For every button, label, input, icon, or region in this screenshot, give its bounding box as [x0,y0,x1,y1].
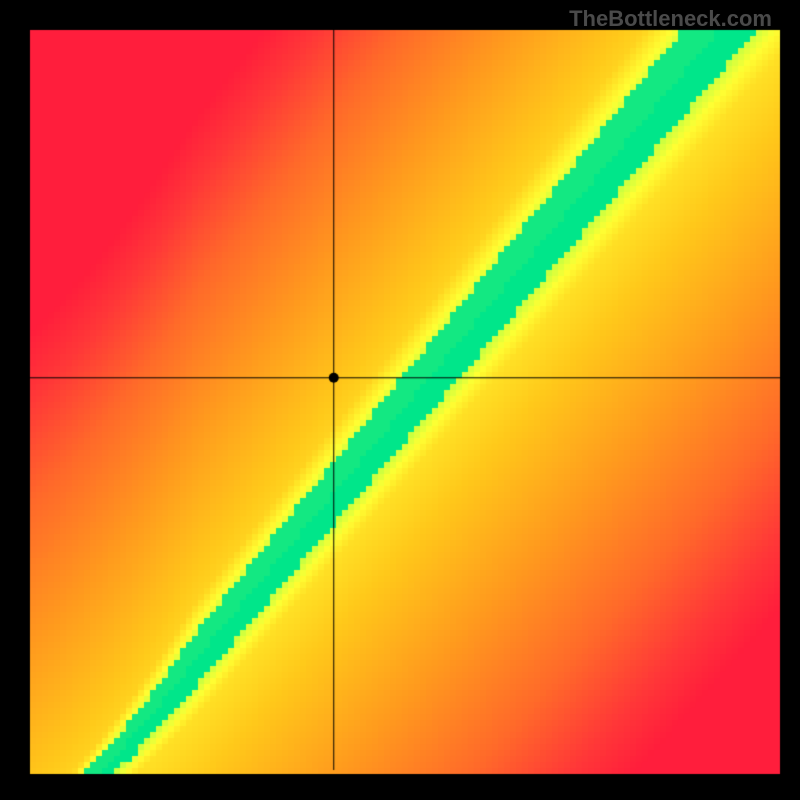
watermark-text: TheBottleneck.com [569,6,772,32]
bottleneck-heatmap-canvas [0,0,800,800]
chart-container: TheBottleneck.com [0,0,800,800]
